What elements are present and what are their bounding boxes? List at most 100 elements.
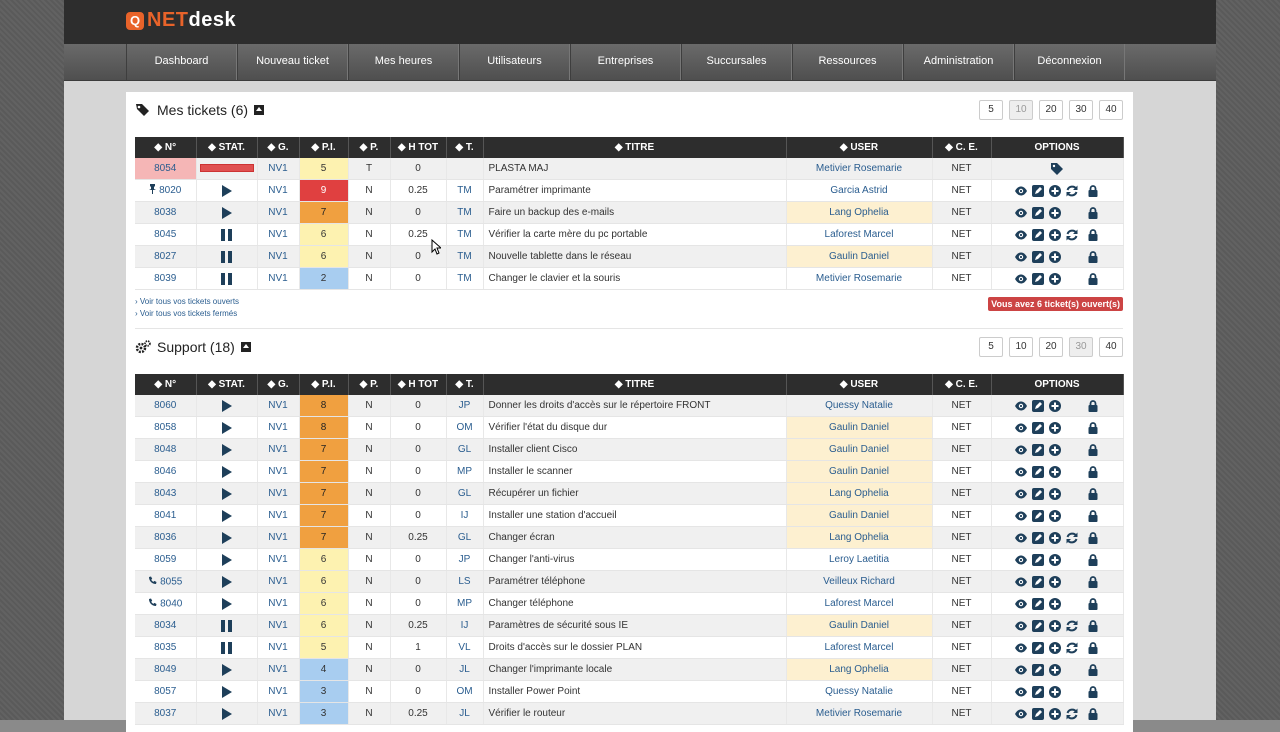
ticket-number-text[interactable]: 8035 — [154, 642, 177, 653]
tech-cell[interactable]: JP — [446, 395, 484, 417]
plus-icon[interactable] — [1048, 685, 1062, 699]
status-cell[interactable] — [196, 395, 258, 417]
column-header[interactable]: ◆ H TOT — [390, 374, 447, 395]
eye-icon[interactable] — [1014, 575, 1028, 589]
user-cell[interactable]: Lang Ophelia — [786, 201, 933, 224]
status-cell[interactable] — [196, 179, 258, 202]
table-row[interactable]: 8027 NV1 6 N 0 TM Nouvelle tablette dans le ré… — [135, 245, 1124, 268]
table-row[interactable]: 8040 NV1 6 N 0 MP Changer téléphone Laforest Ma… — [135, 592, 1124, 615]
ticket-number-text[interactable]: 8020 — [159, 185, 182, 197]
ticket-number[interactable]: 8060 — [135, 395, 197, 417]
play-icon[interactable] — [221, 575, 232, 588]
tech-cell[interactable] — [446, 158, 484, 180]
ticket-title[interactable]: Faire un backup des e-mails — [483, 201, 787, 224]
tech-cell[interactable]: JP — [446, 548, 484, 571]
table-row[interactable]: 8057 NV1 3 N 0 OM Installer Power Point Quessy … — [135, 680, 1124, 703]
ticket-number-text[interactable]: 8043 — [154, 488, 177, 499]
nav-item-administration[interactable]: Administration — [903, 44, 1014, 80]
page-size-30[interactable]: 30 — [1069, 337, 1093, 357]
ticket-number-text[interactable]: 8057 — [154, 686, 177, 697]
group-cell[interactable]: NV1 — [257, 702, 300, 725]
sync-icon[interactable] — [1065, 184, 1079, 198]
status-cell[interactable] — [196, 223, 258, 246]
eye-icon[interactable] — [1014, 509, 1028, 523]
pause-icon[interactable] — [221, 641, 232, 654]
nav-item-utilisateurs[interactable]: Utilisateurs — [459, 44, 570, 80]
plus-icon[interactable] — [1048, 228, 1062, 242]
user-cell[interactable]: Gaulin Daniel — [786, 438, 933, 461]
status-cell[interactable] — [196, 158, 258, 180]
edit-icon[interactable] — [1031, 685, 1045, 699]
collapse-toggle-icon[interactable] — [254, 105, 265, 115]
plus-icon[interactable] — [1048, 487, 1062, 501]
ticket-title[interactable]: Nouvelle tablette dans le réseau — [483, 245, 787, 268]
group-cell[interactable]: NV1 — [257, 223, 300, 246]
group-cell[interactable]: NV1 — [257, 658, 300, 681]
play-icon[interactable] — [221, 443, 232, 456]
edit-icon[interactable] — [1031, 465, 1045, 479]
lock-icon[interactable] — [1086, 206, 1100, 220]
pause-icon[interactable] — [221, 272, 232, 285]
group-cell[interactable]: NV1 — [257, 438, 300, 461]
ticket-number-text[interactable]: 8041 — [154, 510, 177, 521]
pause-icon[interactable] — [221, 619, 232, 632]
plus-icon[interactable] — [1048, 443, 1062, 457]
ticket-number[interactable]: 8055 — [135, 570, 197, 593]
ticket-number-text[interactable]: 8040 — [160, 598, 183, 610]
status-cell[interactable] — [196, 460, 258, 483]
edit-icon[interactable] — [1031, 575, 1045, 589]
page-size-40[interactable]: 40 — [1099, 100, 1123, 120]
group-cell[interactable]: NV1 — [257, 179, 300, 202]
column-header[interactable]: ◆ P.I. — [299, 374, 349, 395]
link-open-tickets[interactable]: › Voir tous vos tickets ouverts — [135, 297, 240, 306]
ticket-number-text[interactable]: 8054 — [154, 163, 177, 174]
tech-cell[interactable]: GL — [446, 482, 484, 505]
eye-icon[interactable] — [1014, 663, 1028, 677]
table-row[interactable]: 8037 NV1 3 N 0.25 JL Vérifier le routeur Metivi… — [135, 702, 1124, 725]
lock-icon[interactable] — [1086, 509, 1100, 523]
ticket-title[interactable]: Installer une station d'accueil — [483, 504, 787, 527]
status-cell[interactable] — [196, 245, 258, 268]
lock-icon[interactable] — [1086, 707, 1100, 721]
nav-item-mes-heures[interactable]: Mes heures — [348, 44, 459, 80]
edit-icon[interactable] — [1031, 184, 1045, 198]
user-cell[interactable]: Gaulin Daniel — [786, 504, 933, 527]
tech-cell[interactable]: JL — [446, 702, 484, 725]
ticket-title[interactable]: Vérifier l'état du disque dur — [483, 416, 787, 439]
lock-icon[interactable] — [1086, 597, 1100, 611]
group-cell[interactable]: NV1 — [257, 526, 300, 549]
eye-icon[interactable] — [1014, 553, 1028, 567]
lock-icon[interactable] — [1086, 443, 1100, 457]
edit-icon[interactable] — [1031, 597, 1045, 611]
status-cell[interactable] — [196, 438, 258, 461]
user-cell[interactable]: Metivier Rosemarie — [786, 267, 933, 290]
ticket-number[interactable]: 8059 — [135, 548, 197, 571]
column-header[interactable]: ◆ C. E. — [932, 374, 992, 395]
nav-item-entreprises[interactable]: Entreprises — [570, 44, 681, 80]
eye-icon[interactable] — [1014, 272, 1028, 286]
ticket-number[interactable]: 8027 — [135, 245, 197, 268]
edit-icon[interactable] — [1031, 399, 1045, 413]
ticket-number-text[interactable]: 8038 — [154, 207, 177, 218]
column-header[interactable]: ◆ STAT. — [196, 374, 258, 395]
table-row[interactable]: 8036 NV1 7 N 0.25 GL Changer écran Lang Ophelia… — [135, 526, 1124, 549]
lock-icon[interactable] — [1086, 553, 1100, 567]
tech-cell[interactable]: OM — [446, 416, 484, 439]
sync-icon[interactable] — [1065, 641, 1079, 655]
user-cell[interactable]: Metivier Rosemarie — [786, 158, 933, 180]
table-row[interactable]: 8045 NV1 6 N 0.25 TM Vérifier la carte mère du… — [135, 223, 1124, 246]
tech-cell[interactable]: LS — [446, 570, 484, 593]
page-size-40[interactable]: 40 — [1099, 337, 1123, 357]
group-cell[interactable]: NV1 — [257, 416, 300, 439]
tech-cell[interactable]: VL — [446, 636, 484, 659]
user-cell[interactable]: Laforest Marcel — [786, 223, 933, 246]
lock-icon[interactable] — [1086, 465, 1100, 479]
sync-icon[interactable] — [1065, 531, 1079, 545]
ticket-title[interactable]: Changer l'anti-virus — [483, 548, 787, 571]
eye-icon[interactable] — [1014, 531, 1028, 545]
plus-icon[interactable] — [1048, 641, 1062, 655]
column-header[interactable]: ◆ TITRE — [483, 137, 787, 158]
group-cell[interactable]: NV1 — [257, 482, 300, 505]
table-row[interactable]: 8046 NV1 7 N 0 MP Installer le scanner Gaulin D… — [135, 460, 1124, 483]
edit-icon[interactable] — [1031, 250, 1045, 264]
